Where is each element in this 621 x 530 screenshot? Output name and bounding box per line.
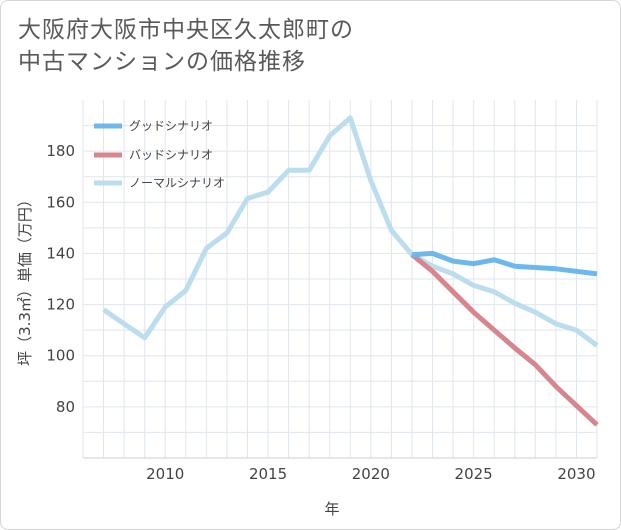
- y-tick-label: 180: [46, 142, 75, 160]
- x-tick-label: 2015: [249, 465, 287, 483]
- x-tick-label: 2010: [146, 465, 184, 483]
- y-tick-label: 100: [46, 347, 75, 365]
- x-tick-label: 2030: [557, 465, 595, 483]
- series-layer: [102, 115, 599, 427]
- legend-label-bad: バッドシナリオ: [129, 148, 213, 162]
- y-tick-label: 160: [46, 193, 75, 211]
- title-line-1: 大阪府大阪市中央区久太郎町の: [18, 17, 354, 43]
- good-scenario-line: [411, 250, 598, 277]
- grid-layer: [82, 100, 598, 458]
- x-tick-label: 2025: [455, 465, 493, 483]
- y-tick-label: 80: [56, 398, 75, 416]
- tick-layer: 80 100 120 140 160 180 2010 2015 2020 2025 2030: [46, 142, 595, 483]
- legend-label-normal: ノーマルシナリオ: [129, 176, 225, 190]
- x-axis-title: 年: [324, 500, 339, 518]
- y-tick-label: 140: [46, 244, 75, 262]
- chart-title: 大阪府大阪市中央区久太郎町の 中古マンションの価格推移: [18, 14, 578, 78]
- y-axis-title: 坪（3.3㎡）単価（万円）: [16, 192, 34, 366]
- normal-scenario-line: [102, 115, 599, 348]
- legend-label-good: グッドシナリオ: [129, 119, 213, 133]
- y-tick-label: 120: [46, 296, 75, 314]
- title-line-2: 中古マンションの価格推移: [18, 49, 306, 75]
- legend: グッドシナリオ バッドシナリオ ノーマルシナリオ: [94, 119, 225, 190]
- x-tick-label: 2020: [352, 465, 390, 483]
- bad-scenario-line: [410, 252, 599, 427]
